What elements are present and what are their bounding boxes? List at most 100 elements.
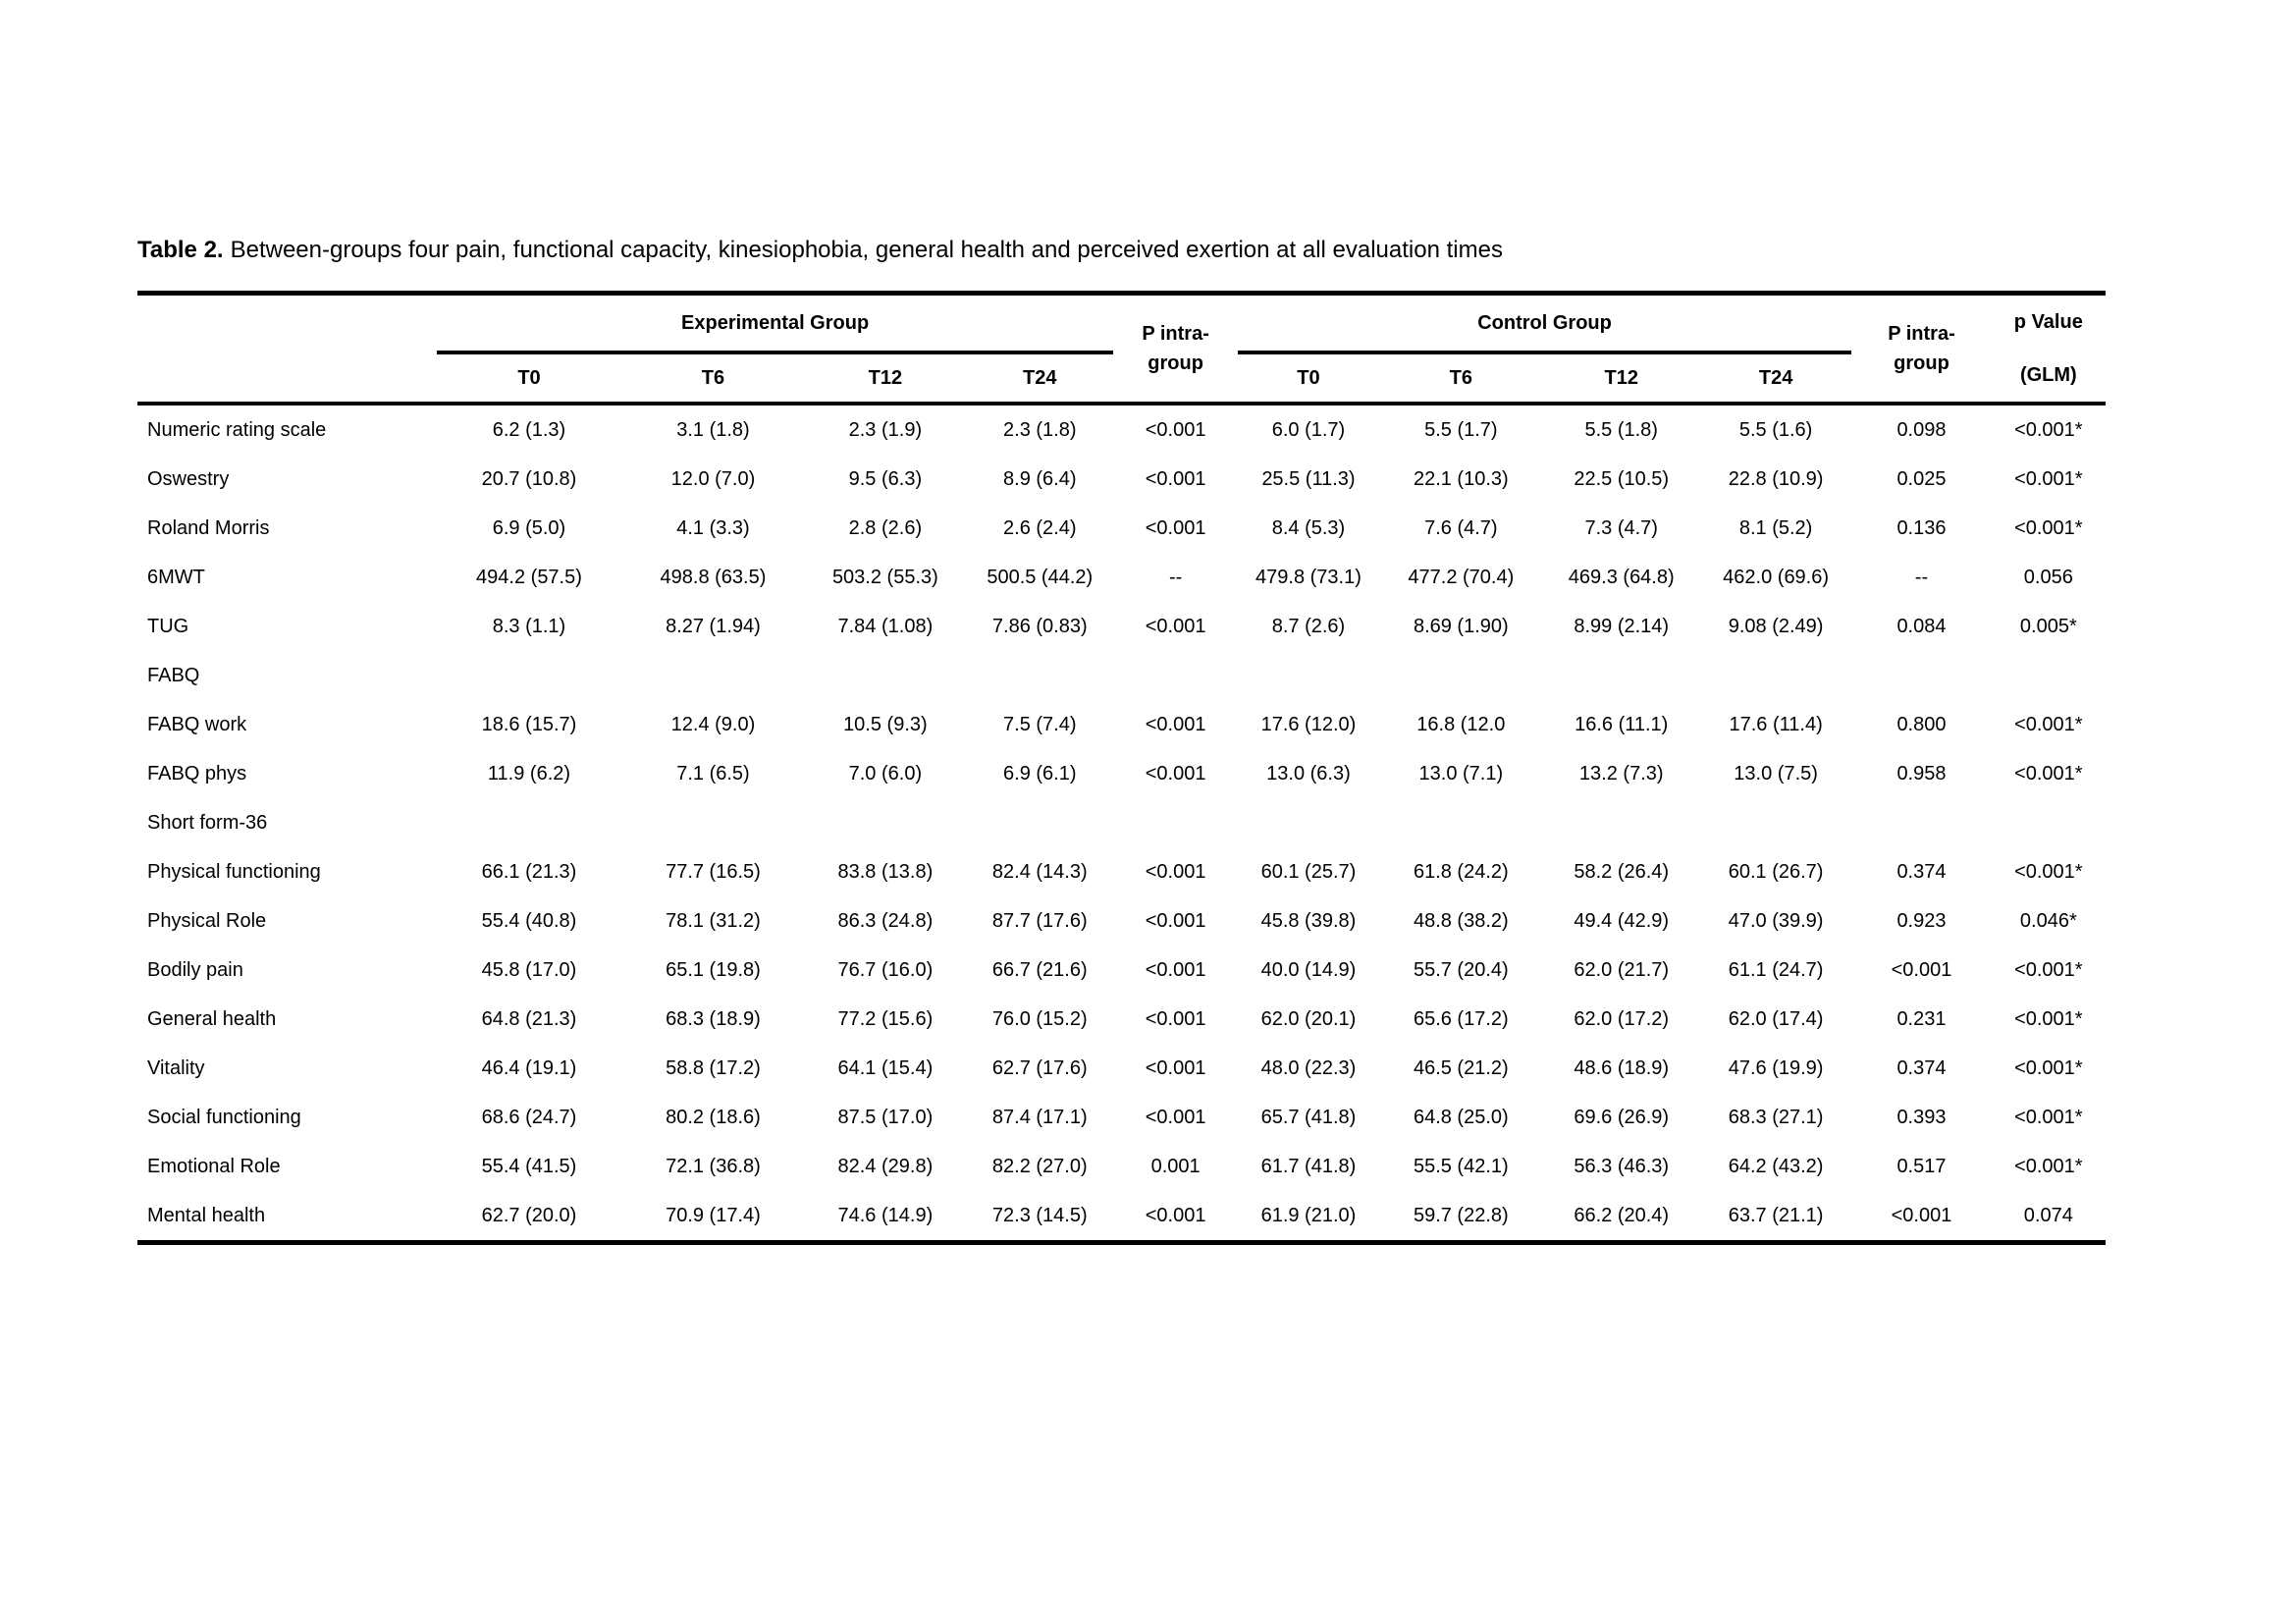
table-row: Roland Morris 6.9 (5.0) 4.1 (3.3) 2.8 (2.6)… [137, 504, 2106, 553]
table-cell: 18.6 (15.7) [481, 713, 577, 735]
table-cell: <0.001 [1145, 1007, 1206, 1030]
table-cell: 62.7 (20.0) [481, 1204, 577, 1226]
table-cell: 8.7 (2.6) [1271, 615, 1346, 637]
control-group-header: Control Group [1237, 293, 1852, 355]
table-cell: 9.5 (6.3) [848, 467, 923, 490]
row-label: 6MWT [147, 566, 205, 588]
row-label: Physical Role [147, 909, 267, 932]
table-cell: <0.001 [1891, 1204, 1952, 1226]
table-cell: 0.084 [1896, 615, 1947, 637]
table-cell: 58.2 (26.4) [1574, 860, 1670, 883]
table-cell: <0.001* [2014, 516, 2083, 539]
table-cell: <0.001 [1145, 713, 1206, 735]
table-cell: 6.0 (1.7) [1271, 418, 1346, 441]
table-cell [1238, 798, 1379, 847]
table-cell: 72.1 (36.8) [666, 1155, 761, 1177]
table-cell: 7.6 (4.7) [1424, 516, 1498, 539]
table-cell: 64.1 (15.4) [837, 1056, 934, 1079]
table-cell: 17.6 (11.4) [1729, 713, 1823, 735]
table-cell: 62.0 (17.2) [1574, 1007, 1670, 1030]
ctrl-t12-header: T12 [1542, 352, 1700, 406]
table-cell: 479.8 (73.1) [1255, 566, 1362, 588]
table-cell [966, 798, 1113, 847]
table-cell: 7.0 (6.0) [848, 762, 923, 785]
table-cell: <0.001* [2014, 713, 2083, 735]
table-cell: 13.0 (7.1) [1418, 762, 1504, 785]
table-cell: 0.800 [1896, 713, 1947, 735]
table-cell: 0.046* [2019, 909, 2077, 932]
table-cell: 9.08 (2.49) [1728, 615, 1824, 637]
table-cell: 462.0 (69.6) [1723, 566, 1830, 588]
table-row: Physical Role 55.4 (40.8) 78.1 (31.2) 86.3 … [137, 896, 2106, 946]
table-body: Numeric rating scale 6.2 (1.3) 3.1 (1.8) 2.… [137, 404, 2106, 1243]
table-cell: <0.001* [2014, 467, 2083, 490]
table-cell: 61.1 (24.7) [1728, 958, 1824, 981]
table-cell [966, 651, 1113, 700]
table-cell: 60.1 (26.7) [1728, 860, 1824, 883]
table-cell [805, 651, 966, 700]
ctrl-t24-header: T24 [1699, 352, 1852, 406]
table-cell [437, 798, 621, 847]
table-cell [1543, 651, 1700, 700]
table-cell: 76.0 (15.2) [991, 1007, 1088, 1030]
table-cell: 70.9 (17.4) [666, 1204, 761, 1226]
table-cell [1851, 651, 1991, 700]
table-cell: 16.6 (11.1) [1575, 713, 1669, 735]
table-cell: <0.001 [1145, 762, 1206, 785]
table-cell: <0.001* [2014, 1007, 2083, 1030]
table-cell: 46.5 (21.2) [1413, 1056, 1509, 1079]
table-row: Emotional Role 55.4 (41.5) 72.1 (36.8) 82.4… [137, 1142, 2106, 1191]
table-cell: 5.5 (1.7) [1424, 418, 1498, 441]
table-cell: 63.7 (21.1) [1728, 1204, 1824, 1226]
table-cell: 16.8 (12.0 [1416, 713, 1506, 735]
table-cell: 65.6 (17.2) [1413, 1007, 1509, 1030]
table-cell: 503.2 (55.3) [831, 566, 938, 588]
table-row: Social functioning 68.6 (24.7) 80.2 (18.6)… [137, 1093, 2106, 1142]
section-row: Short form-36 [137, 798, 2106, 847]
table-row: General health 64.8 (21.3) 68.3 (18.9) 77.2… [137, 995, 2106, 1044]
table-cell: 66.1 (21.3) [481, 860, 577, 883]
table-cell: 82.4 (29.8) [837, 1155, 934, 1177]
row-label: TUG [147, 615, 189, 637]
table-cell: 80.2 (18.6) [666, 1106, 761, 1128]
table-cell: 0.025 [1896, 467, 1947, 490]
table-cell: 2.6 (2.4) [1003, 516, 1077, 539]
table-cell [1992, 798, 2106, 847]
row-label: Social functioning [147, 1106, 301, 1128]
table-cell: 0.136 [1896, 516, 1947, 539]
ctrl-t0-header: T0 [1237, 352, 1380, 406]
table-row: FABQ phys 11.9 (6.2) 7.1 (6.5) 7.0 (6.0) 6.9… [137, 749, 2106, 798]
table-cell: 5.5 (1.8) [1584, 418, 1658, 441]
table-cell: 66.7 (21.6) [991, 958, 1088, 981]
table-cell: 77.7 (16.5) [666, 860, 761, 883]
table-cell: 62.0 (20.1) [1260, 1007, 1357, 1030]
table-cell: 6.9 (5.0) [492, 516, 566, 539]
table-cell: 469.3 (64.8) [1568, 566, 1675, 588]
table-cell [1851, 798, 1991, 847]
section-label: Short form-36 [147, 811, 268, 834]
section-label: FABQ [147, 664, 200, 686]
table-cell: <0.001* [2014, 860, 2083, 883]
table-caption-number: Table 2. [137, 237, 224, 263]
table-cell: 48.0 (22.3) [1260, 1056, 1357, 1079]
table-cell: <0.001* [2014, 1155, 2083, 1177]
table-cell: 0.001 [1150, 1155, 1201, 1177]
table-cell: 20.7 (10.8) [481, 467, 577, 490]
table-cell: <0.001* [2014, 762, 2083, 785]
table-cell: 68.3 (27.1) [1728, 1106, 1824, 1128]
table-cell: 45.8 (17.0) [481, 958, 577, 981]
table-cell: 13.2 (7.3) [1578, 762, 1664, 785]
table-cell: 40.0 (14.9) [1260, 958, 1357, 981]
table-cell: 64.8 (21.3) [481, 1007, 577, 1030]
p-intra-group-header-experimental: P intra- group [1113, 293, 1238, 406]
row-label: General health [147, 1007, 277, 1030]
table-cell: 13.0 (6.3) [1266, 762, 1351, 785]
table-cell: 8.3 (1.1) [492, 615, 566, 637]
table-cell: 82.2 (27.0) [991, 1155, 1088, 1177]
table-cell: 0.074 [2023, 1204, 2073, 1226]
table-cell: 2.3 (1.8) [1003, 418, 1077, 441]
table-cell [1113, 651, 1237, 700]
table-cell: 4.1 (3.3) [676, 516, 750, 539]
table-cell: 2.8 (2.6) [848, 516, 923, 539]
table-cell: 83.8 (13.8) [837, 860, 934, 883]
